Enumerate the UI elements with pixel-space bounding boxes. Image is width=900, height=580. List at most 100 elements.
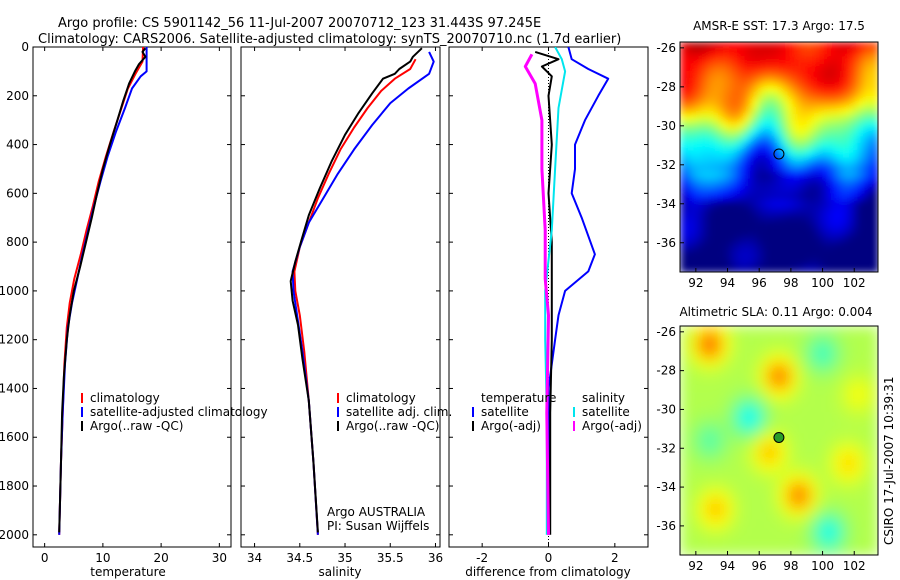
heatmap-cell <box>807 361 816 370</box>
heatmap-cell <box>849 128 858 137</box>
heatmap-cell <box>870 504 878 514</box>
heatmap-cell <box>814 243 823 252</box>
heatmap-cell <box>842 347 851 356</box>
heatmap-cell <box>743 85 752 94</box>
heatmap-cell <box>764 221 773 230</box>
heatmap-cell <box>807 354 816 363</box>
heatmap-cell <box>849 106 858 115</box>
map-ytick-label: -34 <box>656 480 676 494</box>
heatmap-cell <box>736 397 745 406</box>
heatmap-cell <box>743 462 752 471</box>
heatmap-cell <box>807 340 816 349</box>
heatmap-cell <box>722 149 731 158</box>
heatmap-cell <box>821 390 830 399</box>
heatmap-cell <box>814 236 823 245</box>
heatmap-cell <box>863 56 872 65</box>
heatmap-cell <box>715 390 724 399</box>
heatmap-cell <box>757 526 766 535</box>
heatmap-cell <box>701 447 710 456</box>
heatmap-cell <box>821 171 830 180</box>
heatmap-cell <box>715 42 724 51</box>
heatmap-cell <box>821 476 830 485</box>
heatmap-cell <box>870 483 878 492</box>
heatmap-cell <box>701 264 710 272</box>
heatmap-cell <box>687 157 696 166</box>
heatmap-cell <box>694 70 703 79</box>
heatmap-cell <box>786 200 795 209</box>
heatmap-cell <box>722 49 731 58</box>
depth-tick-label: 1600 <box>0 430 29 444</box>
heatmap-cell <box>800 347 809 356</box>
heatmap-cell <box>814 368 823 378</box>
heatmap-cell <box>821 497 830 506</box>
heatmap-cell <box>800 361 809 370</box>
heatmap-cell <box>715 368 724 378</box>
heatmap-cell <box>793 533 802 542</box>
heatmap-cell <box>757 504 766 514</box>
heatmap-cell <box>771 333 780 342</box>
heatmap-cell <box>736 368 745 378</box>
heatmap-cell <box>779 192 788 202</box>
heatmap-cell <box>828 92 837 101</box>
heatmap-cell <box>870 214 878 223</box>
heatmap-cell <box>771 214 780 223</box>
heatmap-cell <box>800 411 809 421</box>
heatmap-cell <box>856 92 865 101</box>
difference-series-line-1 <box>534 50 560 535</box>
heatmap-cell <box>863 419 872 428</box>
heatmap-cell <box>842 257 851 266</box>
heatmap-cell <box>715 476 724 485</box>
heatmap-cell <box>779 142 788 151</box>
heatmap-cell <box>814 264 823 272</box>
heatmap-cell <box>800 440 809 449</box>
heatmap-cell <box>743 361 752 370</box>
heatmap-cell <box>722 221 731 230</box>
heatmap-cell <box>694 192 703 202</box>
heatmap-cell <box>722 207 731 216</box>
heatmap-cell <box>779 361 788 370</box>
heatmap-cell <box>694 476 703 485</box>
heatmap-cell <box>729 228 738 238</box>
heatmap-cell <box>828 85 837 94</box>
heatmap-cell <box>680 121 689 130</box>
heatmap-cell <box>694 77 703 87</box>
heatmap-cell <box>849 92 858 101</box>
heatmap-cell <box>814 433 823 442</box>
heatmap-cell <box>757 56 766 65</box>
sla-map-frame <box>679 325 879 556</box>
heatmap-cell <box>786 42 795 51</box>
heatmap-cell <box>842 42 851 51</box>
heatmap-cell <box>750 135 759 144</box>
heatmap-cell <box>870 207 878 216</box>
heatmap-cell <box>771 326 780 335</box>
heatmap-cell <box>764 533 773 542</box>
heatmap-cell <box>764 149 773 158</box>
heatmap-cell <box>779 447 788 456</box>
heatmap-cell <box>715 192 724 202</box>
heatmap-cell <box>793 390 802 399</box>
heatmap-cell <box>771 192 780 202</box>
heatmap-cell <box>828 526 837 535</box>
heatmap-cell <box>701 326 710 335</box>
heatmap-cell <box>870 128 878 137</box>
heatmap-cell <box>708 547 717 555</box>
heatmap-cell <box>849 178 858 187</box>
heatmap-cell <box>814 214 823 223</box>
heatmap-cell <box>814 70 823 79</box>
heatmap-cell <box>835 221 844 230</box>
heatmap-cell <box>722 92 731 101</box>
depth-tick-label: 400 <box>6 138 29 152</box>
heatmap-cell <box>842 390 851 399</box>
heatmap-cell <box>849 454 858 463</box>
heatmap-cell <box>722 106 731 115</box>
heatmap-cell <box>708 440 717 449</box>
heatmap-cell <box>835 149 844 158</box>
heatmap-cell <box>856 221 865 230</box>
heatmap-cell <box>814 85 823 94</box>
heatmap-cell <box>722 56 731 65</box>
heatmap-cell <box>870 390 878 399</box>
heatmap-cell <box>771 264 780 272</box>
heatmap-cell <box>680 512 689 521</box>
heatmap-cell <box>715 440 724 449</box>
heatmap-cell <box>687 447 696 456</box>
